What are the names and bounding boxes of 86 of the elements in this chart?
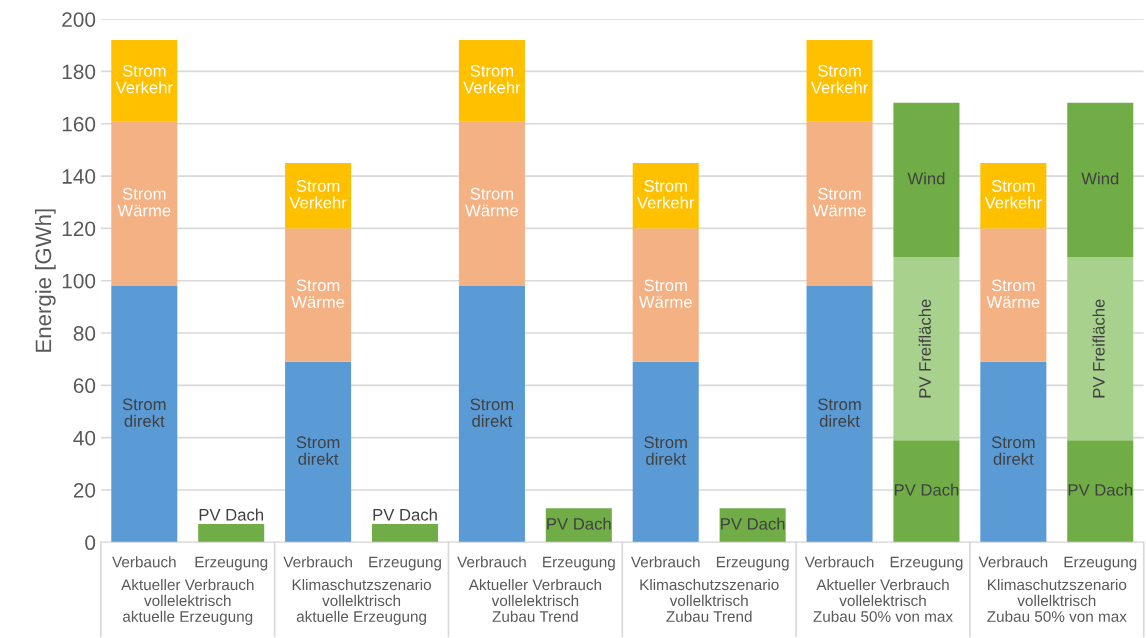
bar bbox=[632, 163, 699, 229]
bar bbox=[285, 361, 352, 543]
bar bbox=[980, 228, 1047, 362]
text: Klimaschutzszenario vollelktrisch aktuelle Erzeugung bbox=[292, 578, 431, 625]
bar bbox=[285, 228, 352, 362]
y-tick-label: 180 bbox=[62, 64, 96, 80]
bar bbox=[719, 508, 786, 543]
text: Klimaschutzszenario vollelktrisch Zubau Trend bbox=[640, 578, 779, 622]
bar bbox=[893, 257, 960, 441]
y-tick-label: 120 bbox=[62, 221, 96, 237]
x-tick-label: Erzeugung bbox=[195, 556, 268, 571]
bar bbox=[893, 102, 960, 258]
y-tick-label: 200 bbox=[62, 12, 96, 27]
text: Aktueller Verbrauch vollelektrisch Zubau Trend bbox=[468, 578, 602, 622]
bar bbox=[632, 361, 699, 543]
text: Strom Verkehr bbox=[637, 180, 695, 209]
bar bbox=[111, 121, 178, 286]
text: PV Dach bbox=[199, 508, 264, 521]
x-tick-label: Erzeugung bbox=[1064, 556, 1137, 571]
y-tick-label: 40 bbox=[73, 430, 96, 446]
bar bbox=[632, 228, 699, 362]
text: PV Dach bbox=[547, 517, 611, 530]
series-label: PV Dach bbox=[721, 517, 785, 530]
bar bbox=[111, 40, 178, 122]
bar bbox=[1067, 440, 1134, 543]
x-tick-label: Verbauch bbox=[112, 556, 176, 568]
series-label: PV Freifläche bbox=[918, 299, 931, 398]
text: Strom Wärme bbox=[465, 187, 519, 217]
bar bbox=[458, 285, 525, 543]
bar bbox=[806, 40, 873, 122]
text: Strom Verkehr bbox=[289, 180, 347, 209]
x-tick-label: Erzeugung bbox=[890, 556, 963, 571]
y-axis-title: Energie [GWh] bbox=[34, 209, 56, 352]
series-label: Strom direkt bbox=[644, 436, 687, 465]
series-label: Strom Wärme bbox=[117, 187, 171, 217]
text: Strom Wärme bbox=[638, 279, 692, 308]
text: PV Dach bbox=[894, 483, 959, 496]
text: PV Dach bbox=[1068, 483, 1133, 496]
y-tick-label: 60 bbox=[73, 378, 96, 394]
x-tick-label: Verbrauch bbox=[804, 556, 874, 568]
x-tick-label: Verbrauch bbox=[630, 556, 700, 568]
series-label: Strom Verkehr bbox=[115, 64, 173, 94]
text: Strom Wärme bbox=[812, 187, 866, 217]
text: Klimaschutzszenario vollelktrisch Zubau 50% von max bbox=[987, 578, 1127, 622]
y-tick-label: 140 bbox=[62, 169, 96, 184]
bar bbox=[806, 121, 873, 286]
bar bbox=[893, 440, 960, 543]
series-label: Wind bbox=[1081, 172, 1119, 185]
x-tick-label: Erzeugung bbox=[369, 556, 441, 571]
text: Strom Verkehr bbox=[984, 180, 1042, 209]
bar bbox=[806, 285, 873, 543]
x-tick-label: Erzeugung bbox=[716, 556, 789, 571]
text: Strom direkt bbox=[296, 436, 340, 465]
text: Wind bbox=[907, 172, 945, 185]
text: Strom direkt bbox=[991, 436, 1035, 465]
text: PV Dach bbox=[373, 508, 437, 521]
bar bbox=[285, 163, 352, 229]
y-tick-label: 20 bbox=[73, 482, 96, 498]
bar bbox=[111, 285, 178, 543]
y-tick-label: 0 bbox=[85, 535, 96, 551]
x-tick-label: Erzeugung bbox=[543, 556, 615, 571]
x-tick-label: Verbrauch bbox=[978, 556, 1048, 568]
text: Strom Wärme bbox=[291, 279, 345, 308]
bar bbox=[980, 163, 1047, 229]
x-tick-label: Verbrauch bbox=[457, 556, 526, 568]
bar bbox=[980, 361, 1047, 543]
text: Aktueller Verbrauch vollelektrisch Zubau 50% von max bbox=[813, 578, 953, 622]
y-tick-label: 80 bbox=[73, 326, 96, 341]
text: Strom direkt bbox=[122, 398, 166, 427]
text: Aktueller Verbrauch vollelektrisch aktuelle Erzeugung bbox=[121, 578, 254, 625]
y-tick-label: 160 bbox=[62, 116, 96, 132]
text: Strom Verkehr bbox=[463, 64, 521, 94]
y-tick-label: 100 bbox=[62, 273, 96, 289]
bar bbox=[198, 523, 265, 543]
text: Strom Verkehr bbox=[810, 64, 868, 94]
bar bbox=[1067, 102, 1134, 258]
bar bbox=[458, 121, 525, 286]
text: Strom direkt bbox=[818, 398, 861, 427]
bar bbox=[1067, 257, 1134, 441]
bar bbox=[458, 40, 525, 122]
bar bbox=[545, 508, 612, 543]
text: Strom direkt bbox=[470, 398, 514, 427]
text: PV Freifläche bbox=[1092, 299, 1105, 398]
x-tick-label: Verbrauch bbox=[283, 556, 352, 568]
bar bbox=[371, 523, 439, 543]
text: Strom Wärme bbox=[986, 279, 1040, 308]
